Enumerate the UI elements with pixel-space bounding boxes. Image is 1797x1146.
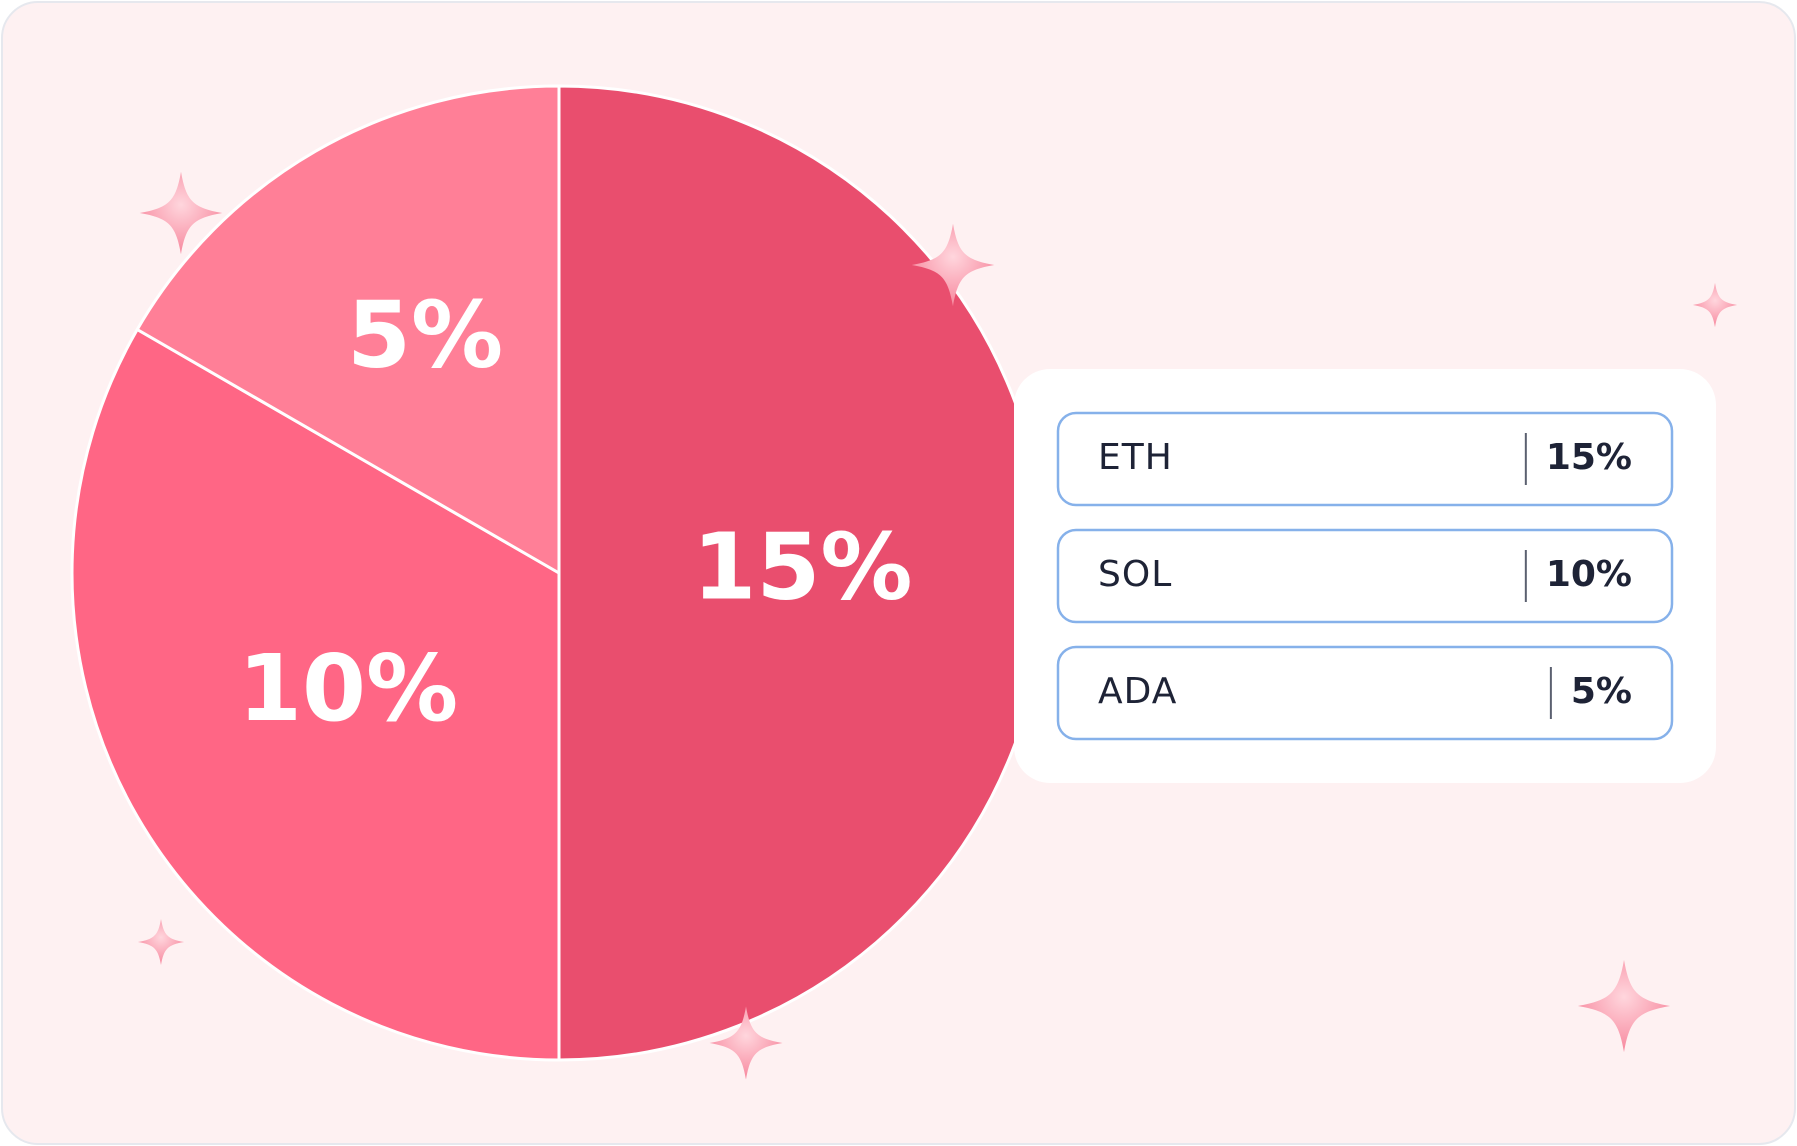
pie-slice xyxy=(135,84,561,576)
legend-name: ETH xyxy=(1098,437,1173,478)
legend-value: 15% xyxy=(1546,437,1632,478)
legend-name: ADA xyxy=(1098,671,1177,712)
legend-name: SOL xyxy=(1098,554,1172,595)
legend-value: 5% xyxy=(1571,671,1632,712)
pie-slice xyxy=(70,327,561,1062)
pie: 15% 10% 5% xyxy=(70,84,1048,1062)
legend-row xyxy=(1056,528,1674,624)
legend-row xyxy=(1056,411,1674,507)
slice-label: 15% xyxy=(692,513,912,620)
legend-row xyxy=(1056,645,1674,741)
legend: ETH 15% SOL 10% ADA 5% xyxy=(1056,411,1674,741)
slice-label: 5% xyxy=(347,281,503,388)
legend-value: 10% xyxy=(1546,554,1632,595)
slice-label: 10% xyxy=(238,635,458,742)
